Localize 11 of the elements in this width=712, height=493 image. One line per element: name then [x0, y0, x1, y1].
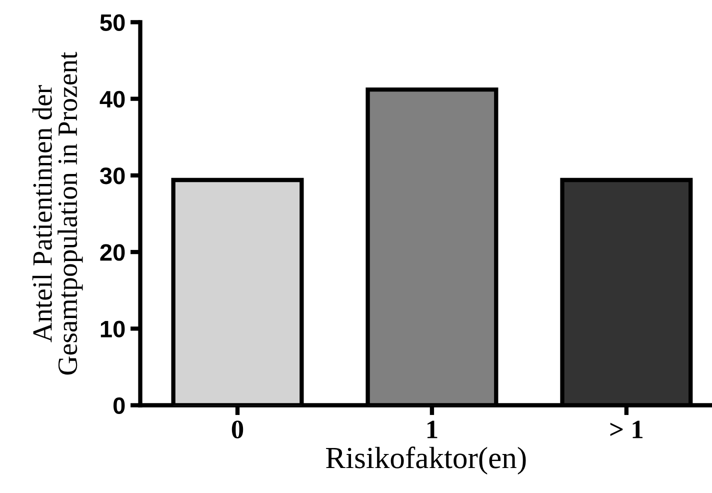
y-tick-label: 30: [100, 167, 125, 184]
y-tick-label: 10: [100, 320, 125, 338]
y-tick-label: 20: [100, 244, 125, 261]
y-axis-title: Anteil Patientinnen der Gesamtpopulation in Prozent: [32, 52, 83, 375]
y-tick-label: 40: [100, 90, 125, 108]
x-axis-title: Risikofaktor(en): [326, 446, 526, 475]
x-tick-label: 1: [427, 420, 438, 438]
x-tick-label: > 1: [610, 420, 642, 438]
y-tick-label: 0: [113, 397, 125, 414]
y-tick-label: 50: [100, 14, 125, 31]
x-tick-label: 0: [232, 420, 244, 438]
